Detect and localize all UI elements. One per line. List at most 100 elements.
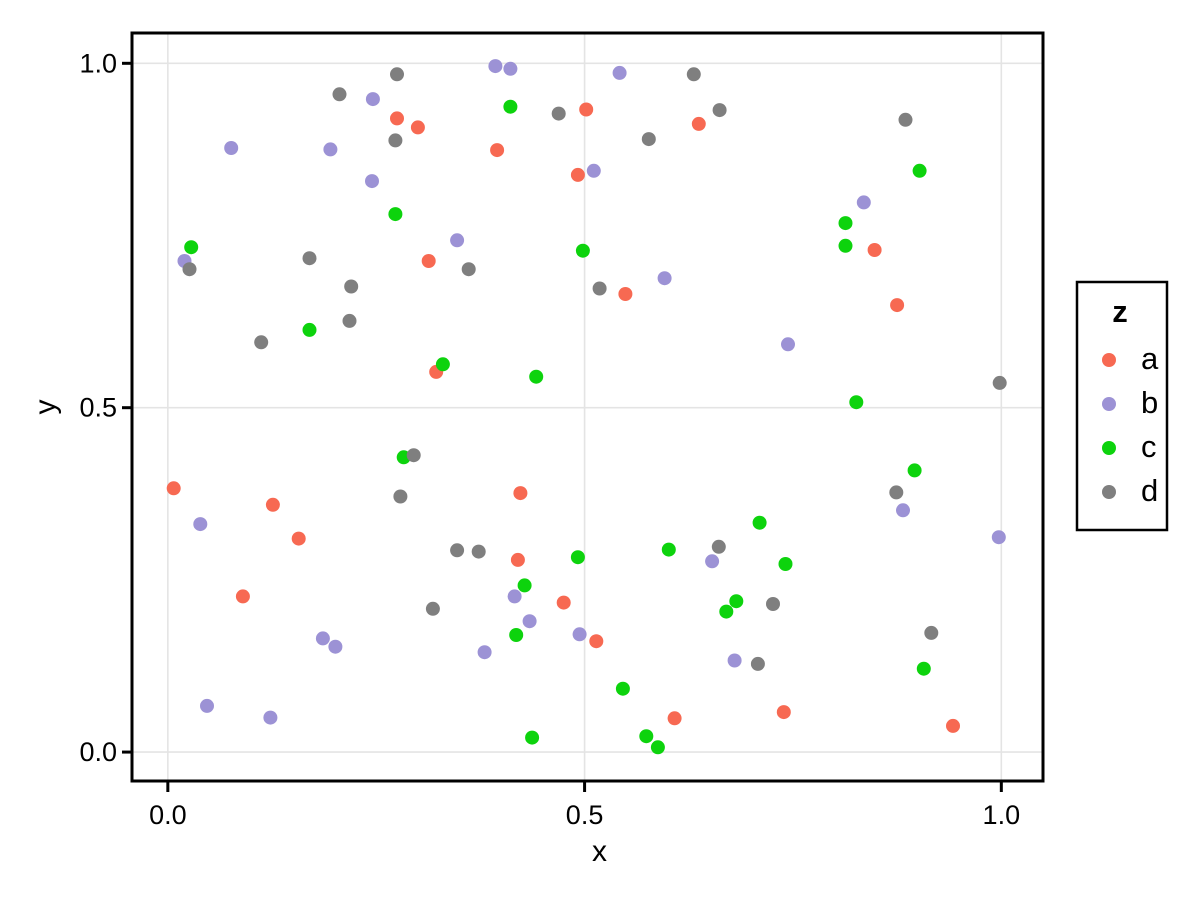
scatter-point-c <box>575 243 590 258</box>
scatter-point-c <box>503 99 518 114</box>
scatter-point-b <box>896 503 910 518</box>
x-tick-label: 0.0 <box>149 800 187 830</box>
scatter-point-a <box>513 486 528 501</box>
scatter-point-d <box>425 601 440 616</box>
scatter-point-b <box>522 614 537 629</box>
axis-title-x: x <box>592 835 607 868</box>
scatter-point-c <box>517 578 532 593</box>
scatter-point-b <box>315 631 330 646</box>
scatter-point-b <box>781 337 795 352</box>
scatter-point-c <box>849 395 864 410</box>
scatter-point-a <box>510 552 525 567</box>
legend-marker-d <box>1102 485 1116 499</box>
x-tick-label: 0.5 <box>566 800 604 830</box>
scatter-point-b <box>328 639 343 654</box>
scatter-point-c <box>615 681 630 696</box>
scatter-point-b <box>572 627 587 642</box>
scatter-point-c <box>529 369 544 384</box>
legend-title: z <box>1112 294 1128 329</box>
legend-marker-c <box>1102 441 1116 455</box>
scatter-point-c <box>729 594 744 609</box>
scatter-point-c <box>916 661 931 676</box>
scatter-point-c <box>184 240 199 255</box>
scatter-point-b <box>193 517 208 532</box>
scatter-point-c <box>752 515 767 530</box>
scatter-point-c <box>778 557 793 571</box>
scatter-point-b <box>365 174 379 189</box>
legend-marker-a <box>1102 353 1116 367</box>
scatter-point-c <box>302 322 317 337</box>
scatter-point-b <box>507 589 522 604</box>
scatter-point-a <box>235 589 250 604</box>
scatter-point-b <box>612 65 627 80</box>
scatter-point-b <box>991 530 1006 545</box>
legend-label-c: c <box>1141 429 1157 464</box>
scatter-point-a <box>265 497 280 512</box>
scatter-point-b <box>477 645 492 660</box>
legend-label-a: a <box>1141 341 1159 376</box>
scatter-point-a <box>867 243 882 257</box>
scatter-point-d <box>393 489 408 504</box>
scatter-point-a <box>579 102 594 117</box>
scatter-point-c <box>525 730 540 745</box>
scatter-point-d <box>254 335 269 350</box>
scatter-point-b <box>856 195 871 210</box>
scatter-point-a <box>776 705 791 720</box>
scatter-point-d <box>342 313 357 328</box>
scatter-point-a <box>618 287 633 301</box>
scatter-point-b <box>488 59 503 74</box>
scatter-point-c <box>435 357 450 372</box>
legend-label-b: b <box>1141 385 1158 420</box>
scatter-point-a <box>667 711 682 726</box>
scatter-point-d <box>450 543 465 558</box>
scatter-point-d <box>641 132 656 147</box>
plot-frame <box>130 31 1045 783</box>
scatter-point-d <box>390 67 404 82</box>
axis-title-y: y <box>29 400 62 415</box>
scatter-point-a <box>490 143 505 158</box>
scatter-point-d <box>182 262 197 277</box>
scatter-point-a <box>421 254 436 268</box>
scatter-point-a <box>410 120 425 135</box>
y-tick-label: 1.0 <box>79 48 117 78</box>
scatter-point-d <box>992 375 1007 390</box>
scatter-point-b <box>657 271 672 286</box>
scatter-point-d <box>344 279 359 294</box>
scatter-point-c <box>650 740 665 755</box>
scatter-point-d <box>712 103 727 118</box>
scatter-point-d <box>766 597 780 611</box>
scatter-point-d <box>388 133 403 148</box>
scatter-point-d <box>332 87 347 102</box>
scatter-point-c <box>661 542 676 557</box>
scatter-point-a <box>390 111 404 126</box>
scatter-point-a <box>589 634 604 649</box>
scatter-point-b <box>263 710 278 725</box>
scatter-point-d <box>686 67 701 82</box>
scatter-point-b <box>224 141 239 155</box>
scatter-point-b <box>323 142 338 157</box>
scatter-point-c <box>639 729 654 744</box>
scatter-point-d <box>924 625 939 640</box>
scatter-point-d <box>471 544 486 559</box>
scatter-point-b <box>705 554 720 569</box>
scatter-point-a <box>691 116 706 131</box>
legend-label-d: d <box>1141 473 1158 508</box>
scatter-point-d <box>461 262 476 277</box>
scatter-point-d <box>898 112 913 127</box>
y-tick-label: 0.5 <box>79 393 117 423</box>
scatter-point-d <box>406 448 421 463</box>
legend-marker-b <box>1102 397 1116 411</box>
scatter-point-c <box>509 628 524 642</box>
scatter-point-c <box>838 238 853 253</box>
scatter-point-c <box>838 216 853 231</box>
scatter-point-b <box>503 61 518 76</box>
scatter-point-d <box>551 106 566 121</box>
scatter-point-a <box>946 718 960 733</box>
scatter-point-c <box>907 463 922 478</box>
scatter-point-b <box>200 698 214 713</box>
y-tick-label: 0.0 <box>79 737 117 767</box>
scatter-point-a <box>166 481 181 496</box>
scatter-point-c <box>570 550 585 565</box>
